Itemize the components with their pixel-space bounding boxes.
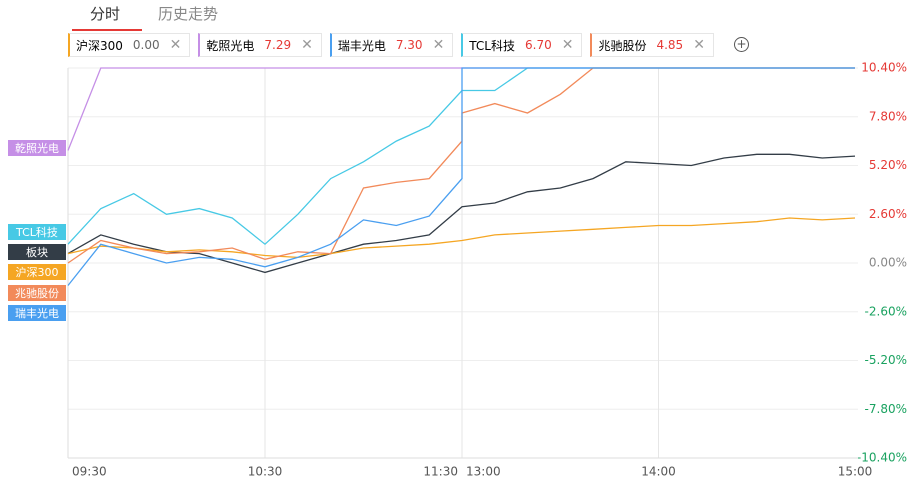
chip-name: 沪深300 [76,38,123,53]
x-tick-label: 11:30 [423,465,458,479]
y-tick-label: 2.60% [869,207,907,221]
series-label: 兆驰股份 [15,286,59,300]
series-label: TCL科技 [15,225,58,239]
watch-chip[interactable]: 瑞丰光电 7.30 ✕ [329,33,454,57]
series-label: 瑞丰光电 [15,306,59,320]
series-label-box [8,285,66,301]
series-label: 沪深300 [16,265,59,279]
remove-button[interactable]: ✕ [169,37,182,53]
series-line [67,153,856,274]
y-tick-label: -5.20% [865,353,907,367]
series-line [67,217,856,259]
remove-button[interactable]: ✕ [561,37,574,53]
y-tick-label: 10.40% [861,61,907,75]
watch-chip[interactable]: TCL科技 6.70 ✕ [461,33,583,57]
series-label-box [8,140,66,156]
x-tick-label: 09:30 [72,465,107,479]
chip-price: 7.30 [395,38,423,52]
chip-price: 4.85 [656,38,684,52]
watch-chip[interactable]: 沪深300 0.00 ✕ [68,33,191,57]
y-tick-label: 0.00% [869,256,907,270]
x-tick-label: 15:00 [838,465,873,479]
remove-button[interactable]: ✕ [301,37,313,53]
watch-chip[interactable]: 乾照光电 7.29 ✕ [198,33,322,57]
x-tick-label: 13:00 [466,465,501,479]
y-tick-label: -2.60% [865,304,907,318]
watchlist: 沪深300 0.00 ✕ 乾照光电 7.29 ✕ 瑞丰光电 7.30 ✕ TCL科技 6.70 ✕ 兆驰… [68,33,714,57]
x-tick-label: 10:30 [248,465,283,479]
series-label: 乾照光电 [15,141,59,155]
series-label-box [8,264,66,280]
series-label-box [8,305,66,321]
chip-price: 0.00 [132,38,160,52]
series-label-box [8,244,66,260]
series-label-box [8,224,66,240]
tab[interactable]: 分时 [90,5,121,23]
remove-button[interactable]: ✕ [693,37,705,53]
watch-chip[interactable]: 兆驰股份 4.85 ✕ [590,33,714,57]
tab[interactable]: 历史走势 [158,5,219,23]
chip-name: 瑞丰光电 [337,38,386,53]
chip-name: TCL科技 [469,38,515,53]
remove-button[interactable]: ✕ [432,37,445,53]
y-tick-label: 5.20% [869,158,907,172]
series-label: 板块 [26,245,48,259]
y-tick-label: 7.80% [869,109,907,123]
series-line [67,67,855,286]
chip-price: 6.70 [525,38,552,52]
x-tick-label: 14:00 [641,465,676,479]
tab-underline [72,29,142,31]
add-button[interactable]: + [734,37,749,52]
chip-name: 兆驰股份 [598,38,647,53]
chip-price: 7.29 [264,38,292,52]
y-tick-label: -10.40% [857,451,907,465]
y-tick-label: -7.80% [865,402,907,416]
chip-name: 乾照光电 [206,38,255,53]
